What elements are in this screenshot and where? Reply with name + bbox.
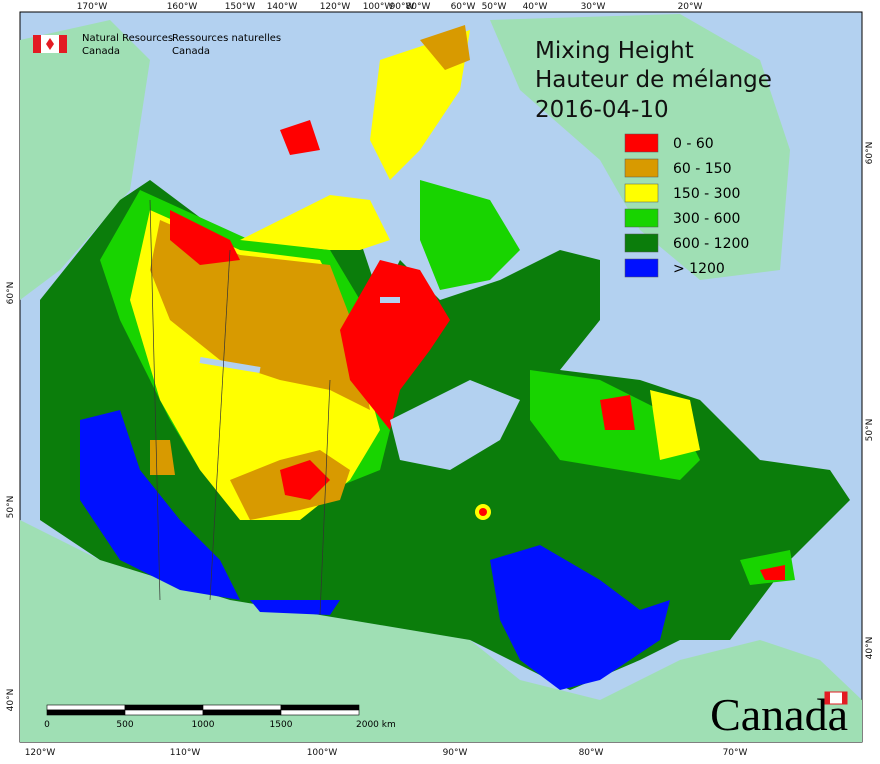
title-line: Mixing Height — [535, 38, 694, 64]
graticule-label: 170°W — [77, 2, 108, 12]
scale-bar: 0 500 1000 1500 2000 km — [44, 704, 396, 730]
scale-label: 1500 — [270, 720, 293, 730]
legend-label: 300 - 600 — [673, 211, 740, 227]
legend-swatch — [624, 158, 659, 178]
region-0-60 — [170, 210, 240, 265]
alaska — [20, 20, 150, 300]
scale-segment — [46, 709, 126, 716]
graticule-label: 60°N — [6, 282, 16, 305]
legend-swatch — [624, 208, 659, 228]
graticule-label: 120°W — [25, 748, 56, 758]
scale-label: 500 — [116, 720, 133, 730]
boundary — [149, 199, 161, 601]
legend-label: 600 - 1200 — [673, 236, 749, 252]
graticule-label: 80°W — [579, 748, 604, 758]
graticule-label: 70°W — [723, 748, 748, 758]
graticule-label: 90°W — [390, 2, 415, 12]
spot — [479, 508, 487, 516]
legend-swatch — [624, 133, 659, 153]
legend-label: 0 - 60 — [673, 136, 714, 152]
region-0-60 — [280, 120, 320, 155]
scale-label: 2000 km — [356, 720, 396, 730]
graticule-label: 60°N — [865, 142, 875, 165]
graticule-label: 50°N — [6, 496, 16, 519]
flag-leaf — [46, 38, 54, 50]
graticule-label: 50°W — [482, 2, 507, 12]
graticule-label: 20°W — [678, 2, 703, 12]
region-0-60 — [340, 260, 450, 430]
region-150-300 — [650, 390, 700, 460]
boundary — [319, 379, 331, 616]
region-over-1200 — [80, 410, 240, 600]
region-0-60 — [600, 395, 635, 430]
region-60-150 — [420, 25, 470, 70]
region-300-600 — [420, 180, 520, 290]
agency-en: Natural Resources — [82, 33, 173, 44]
legend-swatch — [624, 258, 659, 278]
flag-bar — [842, 692, 847, 704]
graticule-label: 120°W — [320, 2, 351, 12]
scale-segment — [280, 704, 360, 711]
region-0-60 — [280, 460, 330, 500]
agency-fr: Ressources naturelles — [172, 33, 281, 44]
scale-label: 1000 — [192, 720, 215, 730]
scale-segment — [124, 709, 204, 716]
flag-bar — [33, 35, 41, 53]
graticule-label: 150°W — [225, 2, 256, 12]
lakes — [199, 297, 400, 373]
region-over-1200 — [250, 600, 340, 615]
region-150-300 — [240, 195, 390, 250]
flag-bar — [825, 692, 830, 704]
scale-label: 0 — [44, 720, 50, 730]
usa — [20, 520, 862, 742]
region-60-150 — [150, 220, 370, 410]
graticule-label: 110°W — [170, 748, 201, 758]
graticule-label: 160°W — [167, 2, 198, 12]
graticule-label: 100°W — [363, 2, 394, 12]
graticule-label: 40°N — [865, 637, 875, 660]
title-line: Hauteur de mélange — [535, 67, 772, 93]
graticule-label: 90°W — [443, 748, 468, 758]
legend-swatch — [624, 183, 659, 203]
title: Mixing Height Hauteur de mélange 2016-04… — [535, 38, 772, 123]
graticule-label: 40°W — [523, 2, 548, 12]
legend: 0 - 60 60 - 150 150 - 300 300 - 600 600 - 12… — [624, 133, 749, 278]
legend-label: 60 - 150 — [673, 161, 732, 177]
title-date: 2016-04-10 — [535, 97, 669, 123]
graticule-label: 40°N — [6, 689, 16, 712]
region-over-1200 — [490, 545, 670, 690]
legend-swatch — [624, 233, 659, 253]
boundaries — [149, 199, 331, 616]
agency-fr: Canada — [172, 46, 210, 57]
flag-bar — [59, 35, 67, 53]
scale-segment — [124, 704, 204, 711]
legend-label: 150 - 300 — [673, 186, 740, 202]
scale-segment — [202, 704, 282, 711]
scale-segment — [46, 704, 126, 711]
hudson-bay — [390, 380, 520, 470]
agency-en: Canada — [82, 46, 120, 57]
scale-segment — [280, 709, 360, 716]
agency: Natural Resources Canada Ressources natu… — [33, 33, 281, 57]
graticule-label: 140°W — [267, 2, 298, 12]
scale-segment — [202, 709, 282, 716]
graticule-label: 60°W — [451, 2, 476, 12]
graticule-label: 100°W — [307, 748, 338, 758]
graticule-labels: 170°W 160°W 150°W 140°W 120°W 100°W90°W80°W 60… — [6, 2, 875, 758]
graticule-label: 80°W — [406, 2, 431, 12]
canada-mixing-height — [40, 25, 850, 690]
graticule-label: 50°N — [865, 419, 875, 442]
graticule-label: 30°W — [581, 2, 606, 12]
region-0-60 — [760, 565, 785, 580]
boundary — [209, 249, 231, 601]
legend-label: > 1200 — [673, 261, 725, 277]
